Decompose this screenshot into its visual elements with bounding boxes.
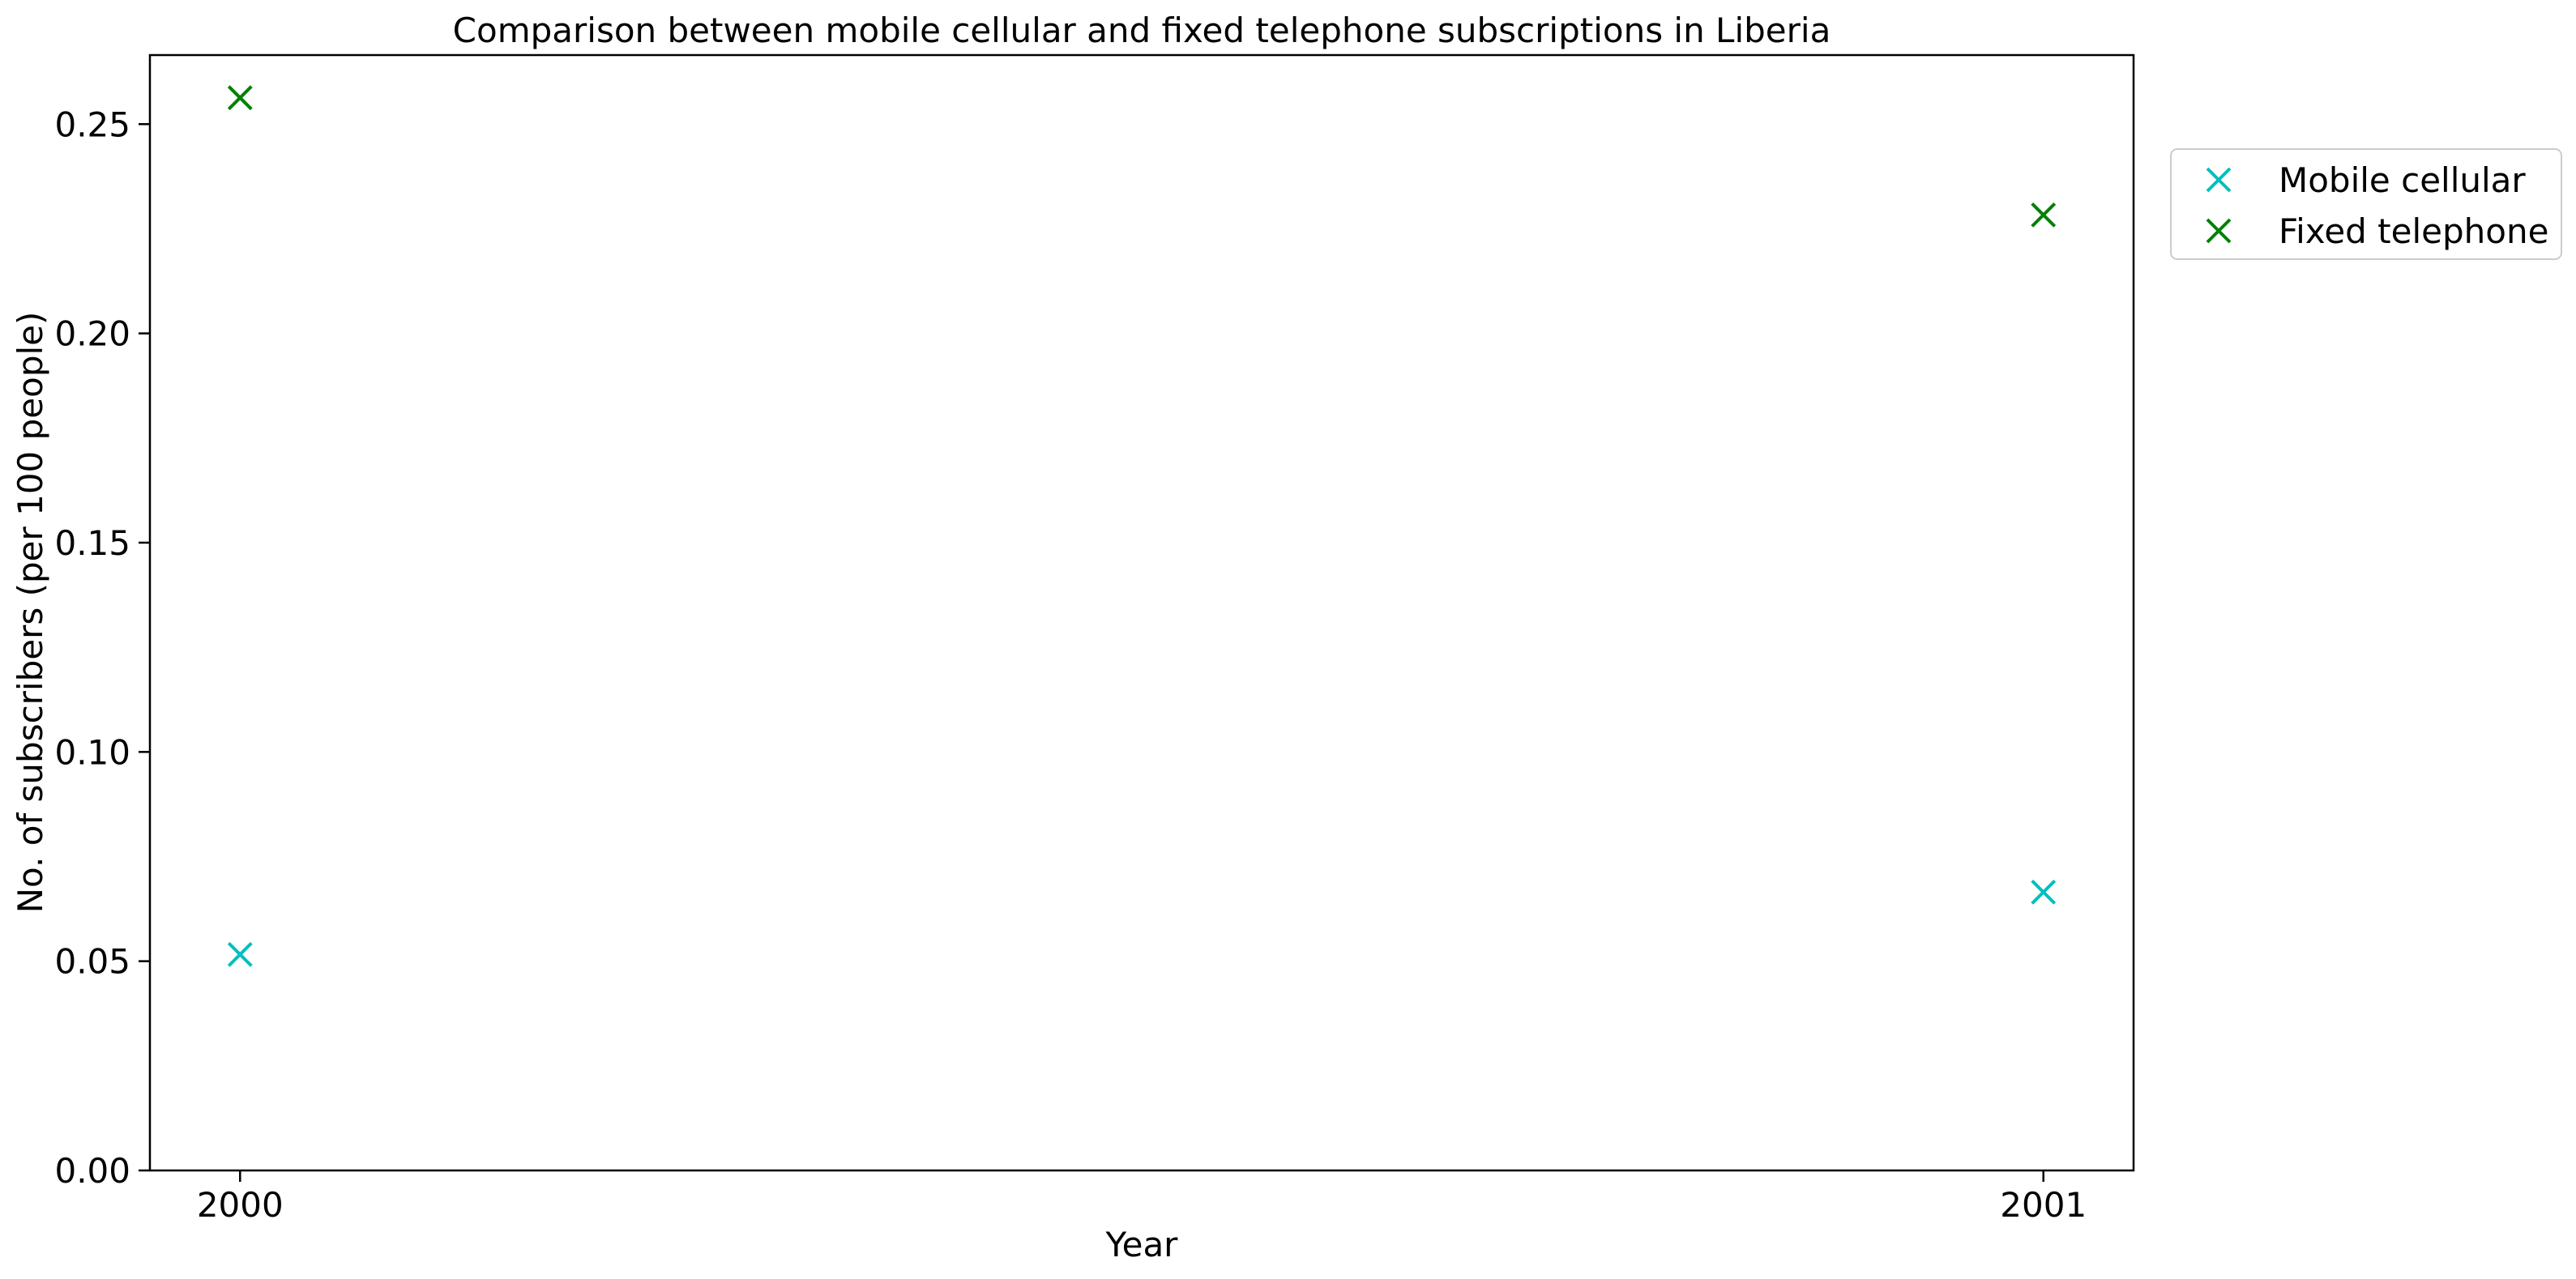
y-tick-label: 0.00 [54, 1151, 130, 1191]
y-tick-label: 0.05 [54, 942, 130, 982]
y-tick-label: 0.20 [54, 314, 130, 354]
legend-label-series-0: Mobile cellular [2279, 160, 2526, 200]
legend: Mobile cellular Fixed telephone [2170, 148, 2562, 260]
legend-entries: Mobile cellular Fixed telephone [2206, 160, 2548, 251]
data-point-series-1-2000 [227, 85, 253, 111]
legend-marker-series-1 [2206, 218, 2232, 244]
y-tick-label: 0.15 [54, 523, 130, 563]
legend-marker-series-0 [2206, 167, 2232, 193]
chart-title: Comparison between mobile cellular and f… [453, 11, 1831, 50]
x-tick-label: 2000 [197, 1185, 284, 1225]
legend-label-series-1: Fixed telephone [2279, 211, 2548, 251]
y-tick-label: 0.25 [54, 104, 130, 144]
x-axis-ticks: 2000 2001 [197, 1170, 2087, 1225]
x-axis-label: Year [1105, 1225, 1179, 1264]
data-point-series-0-2001 [2031, 879, 2057, 905]
y-tick-label: 0.10 [54, 732, 130, 772]
data-points [227, 85, 2057, 967]
data-point-series-0-2000 [227, 941, 253, 967]
x-tick-label: 2001 [2000, 1185, 2087, 1225]
y-axis-ticks: 0.00 0.05 0.10 0.15 0.20 0.25 [54, 104, 150, 1191]
y-axis-label: No. of subscribers (per 100 people) [11, 312, 50, 914]
data-point-series-1-2001 [2031, 202, 2057, 228]
legend-box [2170, 148, 2562, 260]
plot-area-frame [148, 53, 2135, 1172]
